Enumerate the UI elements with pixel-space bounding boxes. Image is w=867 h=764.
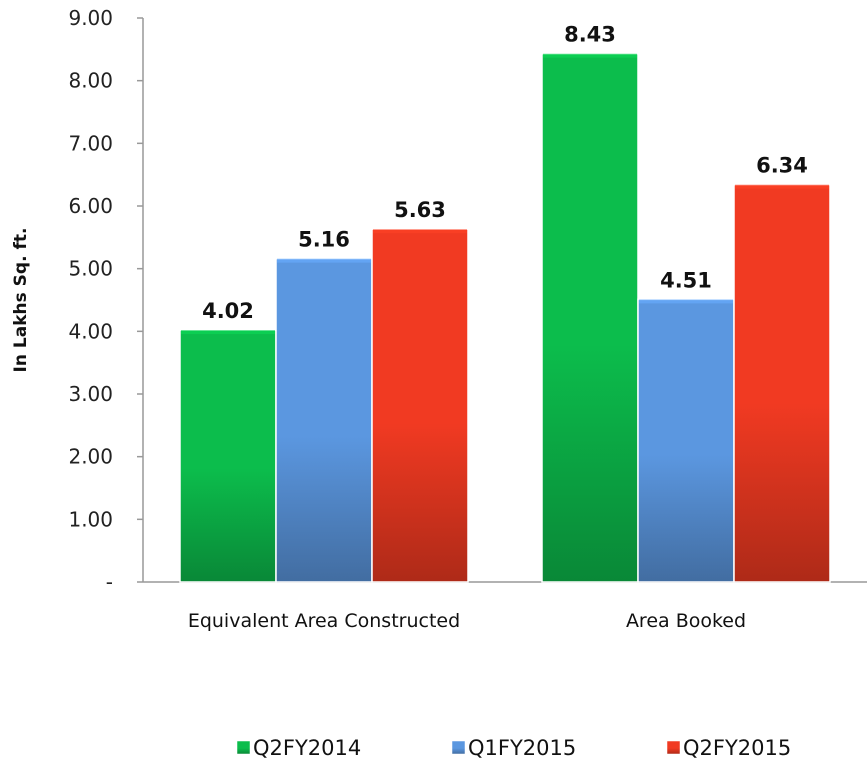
y-tick-label: - — [106, 570, 113, 594]
legend-label: Q2FY2014 — [253, 736, 361, 760]
bar-highlight — [735, 184, 829, 189]
legend: Q2FY2014 Q1FY2015 Q2FY2015 — [236, 736, 791, 760]
legend-swatch — [451, 740, 466, 755]
bar-q2fy2015-1 — [733, 183, 831, 583]
bar-highlight — [181, 330, 275, 335]
data-label: 5.16 — [298, 228, 350, 252]
data-labels: 4.02 5.16 5.63 8.43 4.51 6.34 — [202, 23, 808, 323]
bar-q2fy2014-0 — [179, 329, 277, 583]
y-tick-label: 6.00 — [68, 194, 113, 218]
data-label: 5.63 — [394, 198, 446, 222]
bar-highlight — [277, 258, 371, 263]
y-tick-label: 1.00 — [68, 507, 113, 531]
bar-highlight — [543, 53, 637, 58]
bars — [179, 52, 831, 583]
category-label: Equivalent Area Constructed — [188, 610, 460, 632]
y-tick-label: 4.00 — [68, 319, 113, 343]
category-label: Area Booked — [626, 610, 746, 632]
bar-q2fy2014-1 — [541, 52, 639, 583]
y-tick-label: 2.00 — [68, 445, 113, 469]
bar-q1fy2015-1 — [637, 298, 735, 583]
y-tick-label: 7.00 — [68, 131, 113, 155]
bar-q1fy2015-0 — [275, 257, 373, 583]
legend-label: Q1FY2015 — [468, 736, 576, 760]
data-label: 4.02 — [202, 299, 254, 323]
legend-swatch — [236, 740, 251, 755]
data-label: 8.43 — [564, 23, 616, 47]
y-axis-label: In Lakhs Sq. ft. — [11, 228, 31, 373]
y-tick-labels: - 1.00 2.00 3.00 4.00 5.00 6.00 7.00 8.00 9.00 — [68, 6, 143, 594]
category-labels: Equivalent Area Constructed Area Booked — [188, 610, 746, 632]
y-tick-label: 5.00 — [68, 257, 113, 281]
bar-highlight — [373, 229, 467, 234]
bar-q2fy2015-0 — [371, 228, 469, 583]
bar-highlight — [639, 299, 733, 304]
data-label: 6.34 — [756, 154, 808, 178]
y-tick-label: 9.00 — [68, 6, 113, 30]
data-label: 4.51 — [660, 268, 712, 292]
y-tick-label: 8.00 — [68, 69, 113, 93]
legend-swatch — [666, 740, 681, 755]
y-tick-label: 3.00 — [68, 382, 113, 406]
legend-label: Q2FY2015 — [683, 736, 791, 760]
